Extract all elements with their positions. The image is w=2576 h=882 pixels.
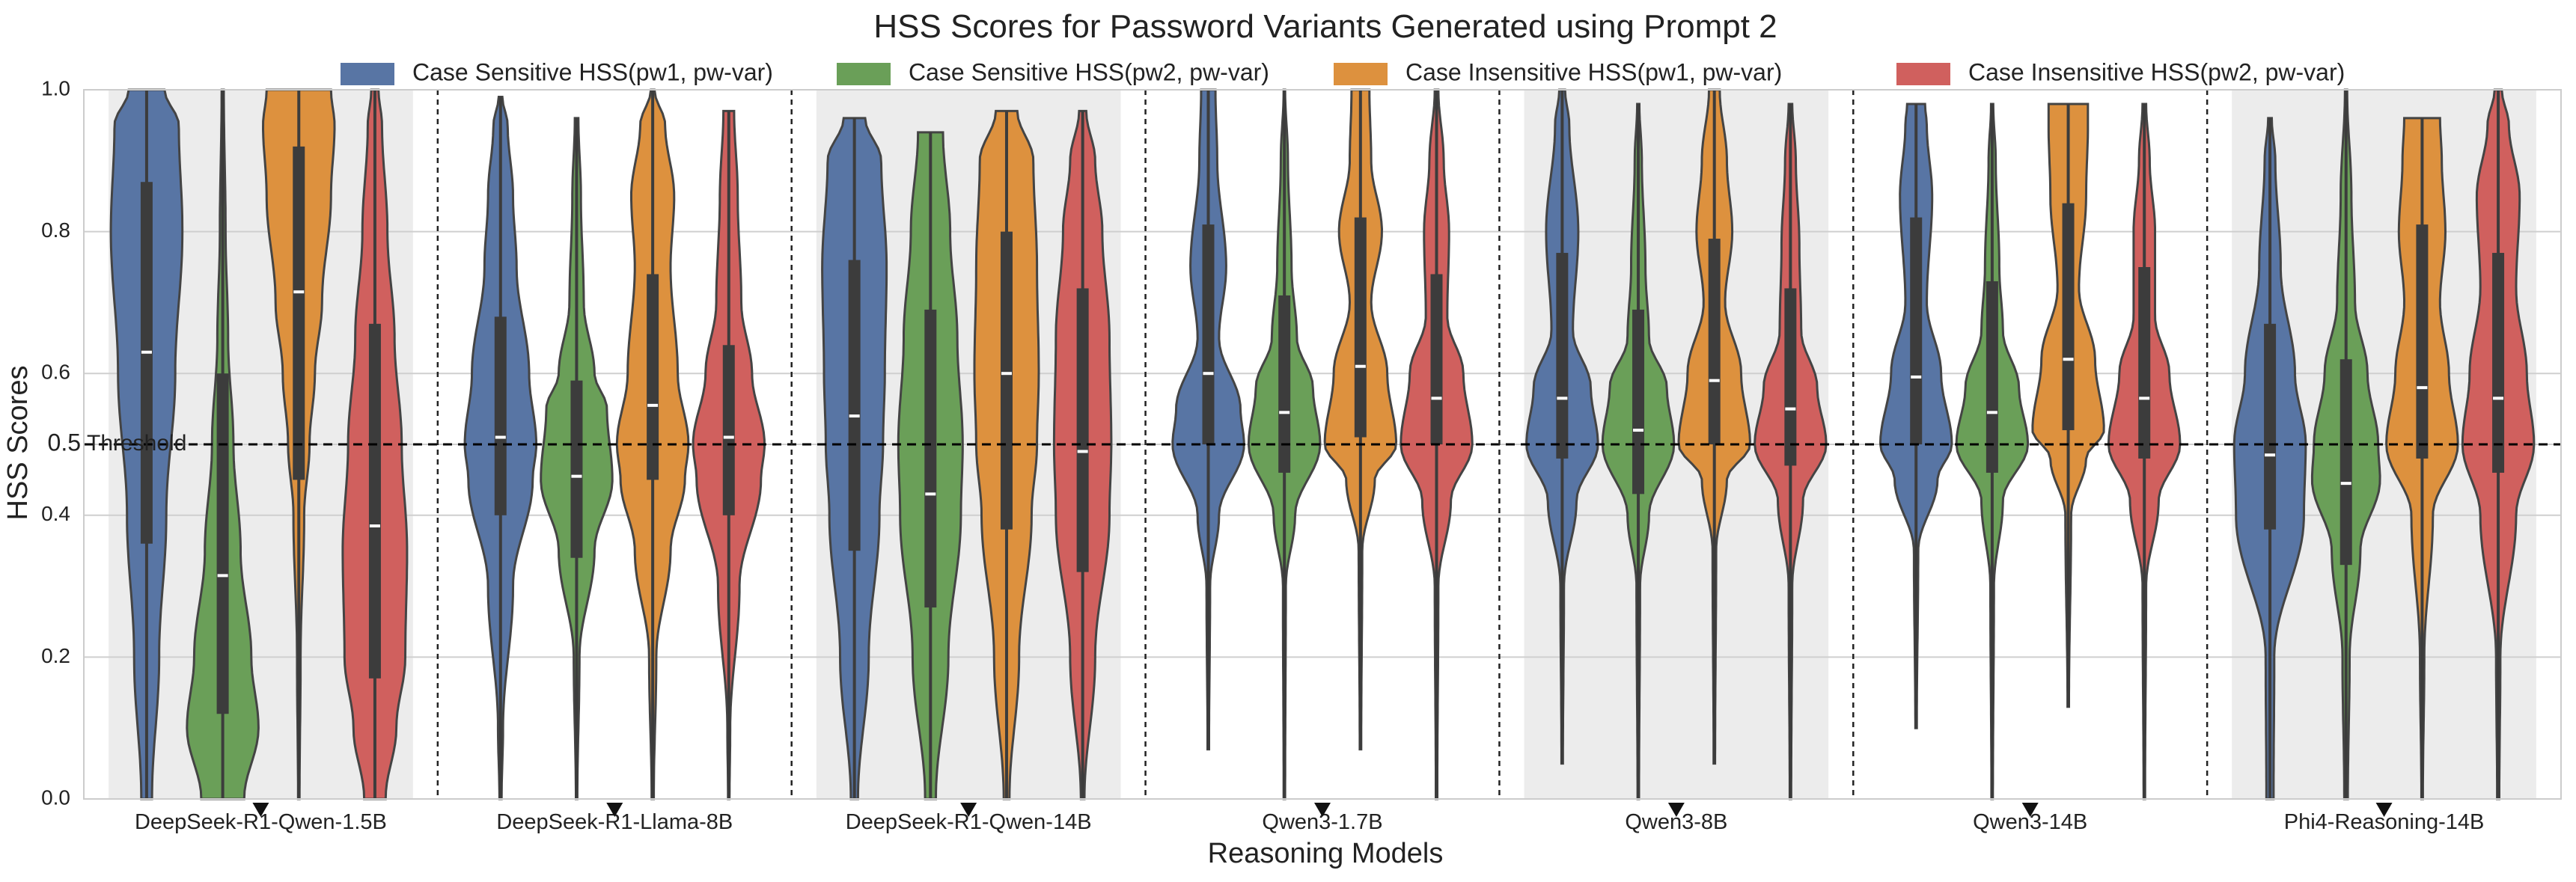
violin [463, 96, 537, 800]
violin-iqr-box [494, 316, 507, 515]
category-marker [252, 803, 269, 817]
legend: Case Sensitive HSS(pw1, pw-var) Case Sens… [341, 58, 2345, 85]
violin [1754, 102, 1828, 800]
legend-label: Case Insensitive HSS(pw2, pw-var) [1968, 58, 2345, 85]
legend-swatch [837, 63, 891, 85]
violin-iqr-box [2264, 323, 2277, 530]
violin [2385, 117, 2459, 800]
y-gridlines [84, 89, 2561, 800]
y-tick-label: 0.5 [48, 429, 81, 456]
category-marker [1314, 803, 1331, 817]
violin-iqr-box [722, 345, 735, 515]
violin-iqr-box [570, 380, 583, 558]
y-tick-label: 0.2 [41, 644, 70, 667]
violin-iqr-box [368, 323, 381, 679]
violin-iqr-box [924, 309, 937, 608]
y-axis-label: HSS Scores [2, 366, 34, 521]
y-tick-label: 0.6 [41, 361, 70, 384]
violin [1323, 88, 1398, 751]
threshold-group: Threshold [84, 431, 2561, 456]
violin [1955, 102, 2030, 800]
violin [692, 109, 766, 800]
y-tick-label: 1.0 [41, 76, 70, 99]
y-tick-label: 0.8 [41, 218, 70, 242]
y-tick-label: 0.4 [41, 502, 70, 525]
violin-iqr-box [2492, 253, 2505, 473]
category-marker [2021, 803, 2039, 817]
violin [1601, 102, 1676, 800]
violin-iqr-box [1354, 217, 1367, 438]
violin-iqr-box [1708, 239, 1721, 444]
legend-label: Case Sensitive HSS(pw1, pw-var) [412, 58, 773, 85]
violin-iqr-box [216, 373, 229, 714]
x-tick-labels: DeepSeek-R1-Qwen-1.5B DeepSeek-R1-Llama-8… [135, 803, 2484, 834]
violin-iqr-box [1784, 288, 1797, 466]
violin-iqr-box [2340, 359, 2352, 566]
legend-swatch [341, 63, 394, 85]
x-axis-label: Reasoning Models [1208, 838, 1444, 869]
violin-iqr-box [1202, 224, 1215, 444]
y-tick-label: 0.0 [41, 785, 70, 809]
violin-iqr-box [1430, 274, 1443, 444]
violin [1171, 88, 1245, 751]
legend-swatch [1334, 63, 1388, 85]
violin [540, 117, 614, 800]
violin-iqr-box [1076, 288, 1089, 572]
violin-iqr-box [2138, 267, 2151, 459]
violin [973, 109, 1040, 800]
violin-iqr-box [2416, 224, 2429, 459]
violin-iqr-box [293, 146, 305, 480]
violin-iqr-box [647, 274, 659, 480]
category-marker [960, 803, 977, 817]
violin-iqr-box [1000, 231, 1013, 530]
violin [1878, 102, 1953, 729]
violin [2107, 102, 2182, 800]
violin-iqr-box [1910, 217, 1923, 444]
y-tick-labels: 0.0 0.2 0.4 0.5 0.6 0.8 1.0 [41, 76, 81, 809]
legend-label: Case Sensitive HSS(pw2, pw-var) [909, 58, 1269, 85]
category-marker [1667, 803, 1685, 817]
violin [2031, 102, 2105, 708]
category-marker [606, 803, 623, 817]
violin-iqr-box [1632, 309, 1645, 494]
violin-iqr-box [140, 182, 153, 544]
legend-label: Case Insensitive HSS(pw1, pw-var) [1405, 58, 1782, 85]
violin-iqr-box [1556, 253, 1569, 459]
legend-swatch [1896, 63, 1950, 85]
plot-frame [83, 89, 2562, 800]
chart-title: HSS Scores for Password Variants Generat… [873, 8, 1777, 45]
category-dividers [436, 90, 2209, 799]
violin-iqr-box [1986, 281, 1998, 473]
violin [821, 117, 888, 800]
threshold-label: Threshold [87, 431, 186, 456]
category-marker [2375, 803, 2393, 817]
violin-iqr-box [1278, 295, 1291, 473]
violin-iqr-box [2062, 203, 2075, 431]
violin [2232, 117, 2307, 800]
violin-iqr-box [848, 260, 861, 551]
violin [1052, 109, 1113, 800]
violin [897, 131, 964, 800]
